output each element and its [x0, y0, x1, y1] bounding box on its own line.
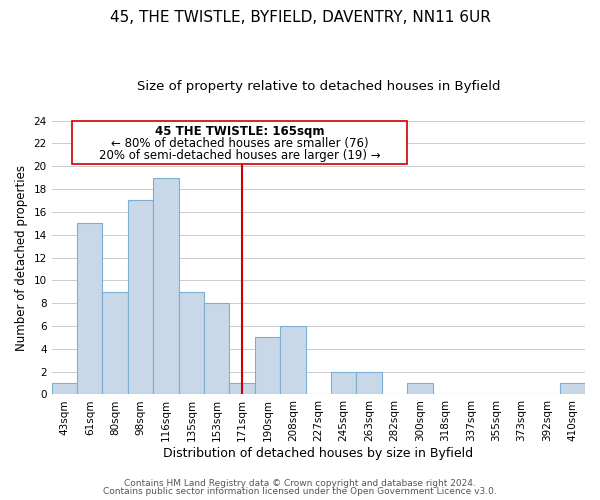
Bar [204, 303, 229, 394]
Bar [407, 383, 433, 394]
Y-axis label: Number of detached properties: Number of detached properties [15, 164, 28, 350]
Bar [560, 383, 585, 394]
Bar [103, 292, 128, 395]
Bar [153, 178, 179, 394]
Bar [255, 338, 280, 394]
Bar [280, 326, 305, 394]
Title: Size of property relative to detached houses in Byfield: Size of property relative to detached ho… [137, 80, 500, 93]
Bar [356, 372, 382, 394]
Bar [52, 383, 77, 394]
Bar [229, 383, 255, 394]
X-axis label: Distribution of detached houses by size in Byfield: Distribution of detached houses by size … [163, 447, 473, 460]
Text: 45 THE TWISTLE: 165sqm: 45 THE TWISTLE: 165sqm [155, 124, 325, 138]
Text: Contains public sector information licensed under the Open Government Licence v3: Contains public sector information licen… [103, 487, 497, 496]
Bar [128, 200, 153, 394]
Bar [77, 224, 103, 394]
Text: 45, THE TWISTLE, BYFIELD, DAVENTRY, NN11 6UR: 45, THE TWISTLE, BYFIELD, DAVENTRY, NN11… [110, 10, 490, 25]
Text: ← 80% of detached houses are smaller (76): ← 80% of detached houses are smaller (76… [111, 137, 368, 150]
Bar [179, 292, 204, 395]
Text: Contains HM Land Registry data © Crown copyright and database right 2024.: Contains HM Land Registry data © Crown c… [124, 478, 476, 488]
Bar [72, 120, 407, 164]
Bar [331, 372, 356, 394]
Text: 20% of semi-detached houses are larger (19) →: 20% of semi-detached houses are larger (… [99, 150, 380, 162]
